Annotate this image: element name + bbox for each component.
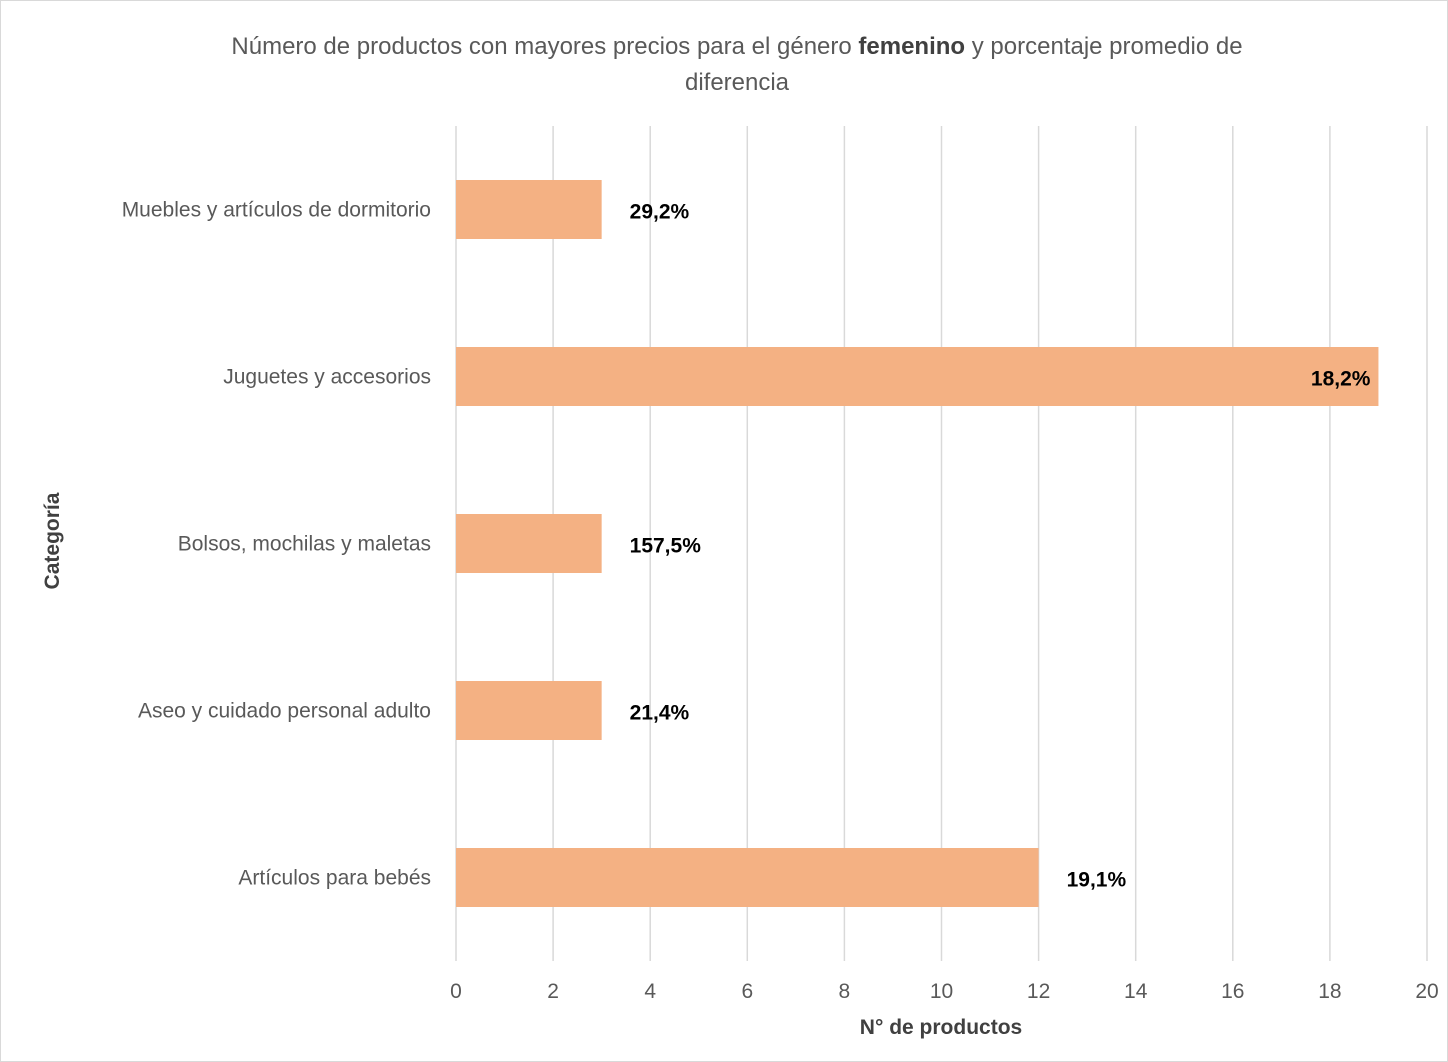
title-text-line2: diferencia (684, 69, 790, 96)
x-tick-label: 4 (644, 980, 656, 1003)
bars (456, 180, 1379, 907)
x-tick-label: 10 (930, 980, 953, 1003)
title-text-end: y porcentaje promedio de (965, 33, 1243, 60)
bar (456, 180, 602, 239)
x-tick-label: 20 (1415, 980, 1438, 1003)
x-tick-label: 18 (1318, 980, 1341, 1003)
data-label: 29,2% (630, 201, 690, 224)
category-label: Artículos para bebés (238, 867, 431, 890)
x-tick-label: 16 (1221, 980, 1244, 1003)
data-label: 157,5% (630, 535, 702, 558)
bar (456, 848, 1039, 907)
bar (456, 681, 602, 740)
category-labels: Muebles y artículos de dormitorio Juguete… (122, 199, 431, 890)
bar (456, 347, 1379, 406)
category-label: Muebles y artículos de dormitorio (122, 199, 431, 222)
bar (456, 514, 602, 573)
y-axis-title: Categoría (41, 492, 64, 589)
x-axis-title: N° de productos (860, 1016, 1022, 1039)
data-labels: 29,2% 18,2% 157,5% 21,4% 19,1% (630, 201, 1371, 892)
x-tick-labels: 0 2 4 6 8 10 12 14 16 18 20 (450, 980, 1439, 1003)
category-label: Juguetes y accesorios (223, 366, 431, 389)
x-tick-label: 6 (741, 980, 753, 1003)
x-tick-label: 2 (547, 980, 559, 1003)
category-label: Bolsos, mochilas y maletas (178, 533, 431, 556)
category-label: Aseo y cuidado personal adulto (138, 700, 431, 723)
chart-title: Número de productos con mayores precios … (1, 29, 1448, 101)
title-text-start: Número de productos con mayores precios … (231, 33, 859, 60)
data-label: 19,1% (1067, 869, 1127, 892)
x-tick-label: 0 (450, 980, 462, 1003)
x-tick-label: 8 (839, 980, 851, 1003)
data-label: 18,2% (1311, 368, 1371, 391)
x-tick-label: 12 (1027, 980, 1050, 1003)
x-tick-label: 14 (1124, 980, 1148, 1003)
title-emphasis: femenino (858, 33, 966, 60)
data-label: 21,4% (630, 702, 690, 725)
